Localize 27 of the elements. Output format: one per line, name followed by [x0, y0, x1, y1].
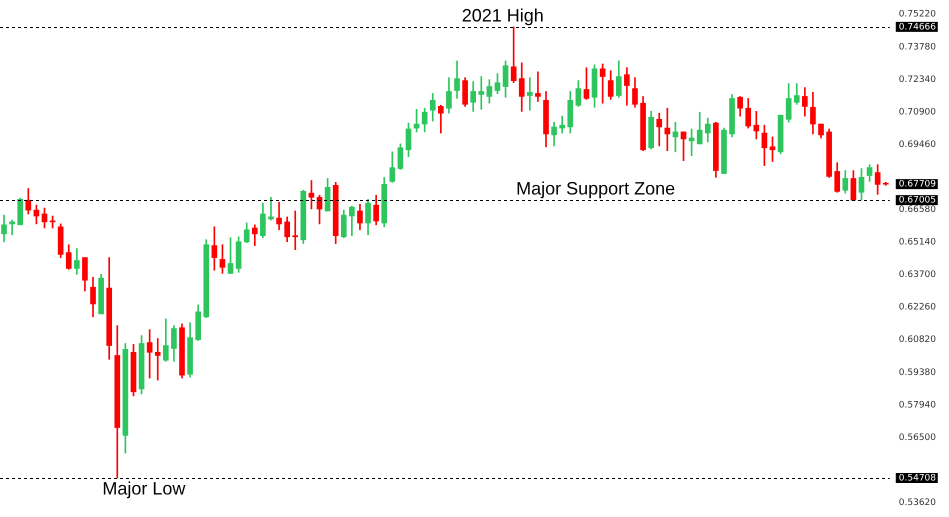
y-tick-label: 0.65140 — [898, 238, 936, 248]
ref-line-label: 2021 High — [462, 5, 544, 26]
candlestick — [308, 180, 314, 210]
y-tick-label: 0.56500 — [898, 432, 936, 443]
y-tick-label: 0.53620 — [898, 498, 936, 508]
candlestick — [672, 122, 678, 152]
candlestick — [268, 196, 274, 220]
y-tick-label: 0.74666 — [898, 22, 936, 32]
y-tick-label: 0.73780 — [898, 42, 936, 52]
y-tick-label: 0.69460 — [898, 140, 936, 150]
y-tick-label: 0.54708 — [898, 473, 936, 484]
y-tick-label: 0.75220 — [898, 10, 936, 20]
candlestick — [50, 216, 56, 228]
y-tick-label: 0.60820 — [898, 335, 936, 346]
ref-line-label: Major Support Zone — [516, 178, 676, 198]
y-tick-label: 0.63700 — [898, 270, 936, 280]
ref-line-label: Major Low — [102, 478, 186, 498]
y-tick-label: 0.62260 — [898, 302, 936, 313]
y-tick-label: 0.67005 — [898, 195, 936, 206]
y-tick-label: 0.66580 — [898, 205, 936, 216]
y-tick-label: 0.57940 — [898, 400, 936, 410]
candlestick — [770, 136, 776, 162]
y-tick-label: 0.67709 — [898, 180, 936, 190]
y-tick-label: 0.59380 — [898, 368, 936, 378]
y-tick-label: 0.70900 — [898, 107, 936, 118]
y-tick-label: 0.72340 — [898, 74, 936, 85]
candlestick — [276, 202, 282, 230]
